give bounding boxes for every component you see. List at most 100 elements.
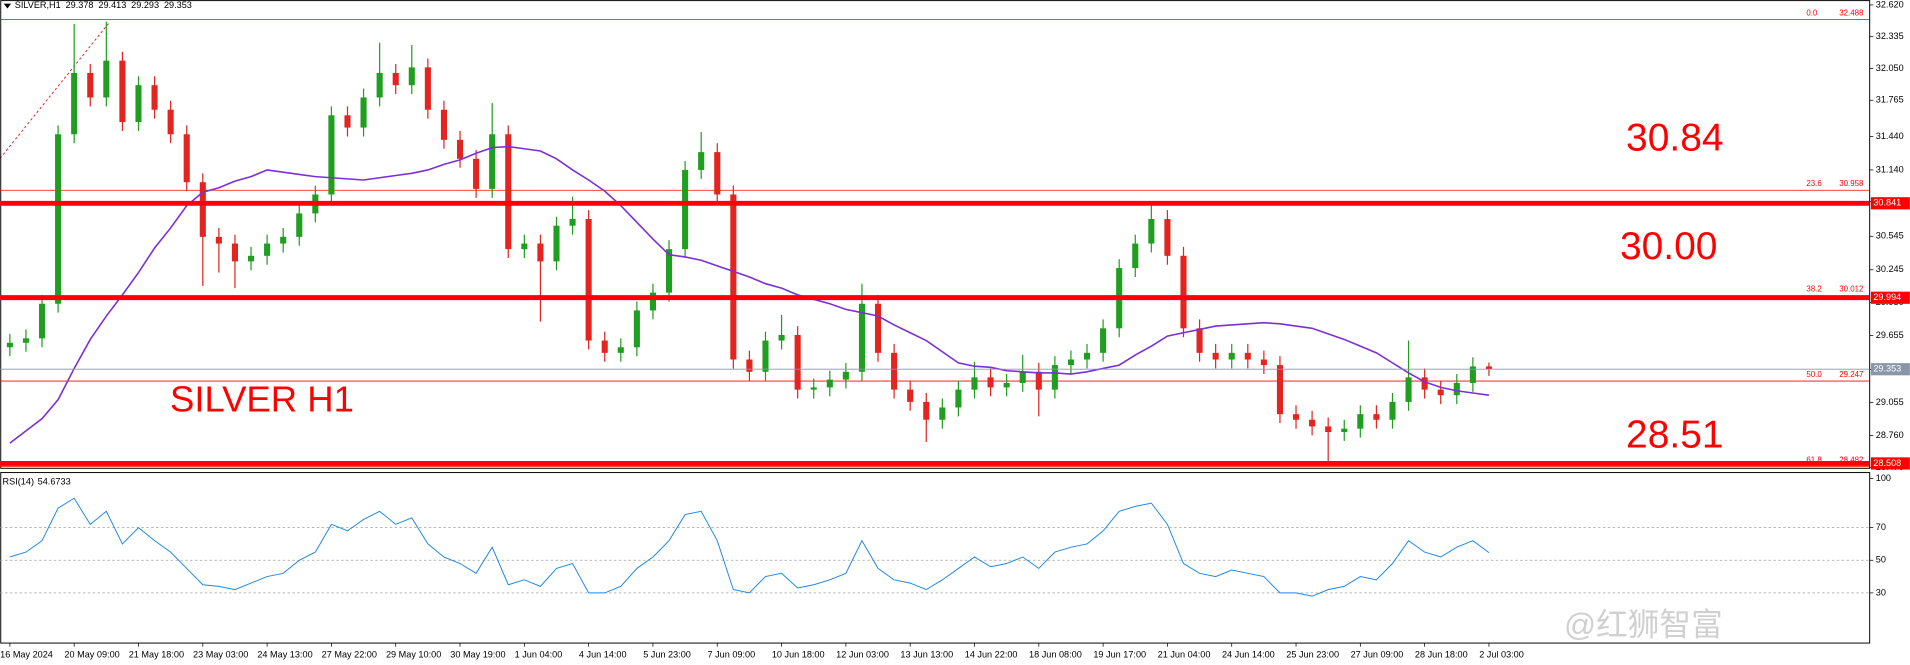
candle-body	[1212, 352, 1219, 360]
y-tick-label: 28.760	[1876, 430, 1904, 440]
y-tick-label: 30.545	[1876, 231, 1904, 241]
candle-body	[376, 72, 383, 98]
candle-body	[1276, 365, 1283, 415]
candle-body	[424, 67, 431, 110]
candle-body	[1260, 359, 1267, 366]
fib-level: 23.6	[1806, 179, 1822, 188]
fib-level: 61.8	[1806, 455, 1822, 464]
candle-body	[521, 243, 528, 250]
candle-body	[778, 334, 785, 341]
level-label: 29.994	[1873, 292, 1901, 302]
candle-body	[1357, 414, 1364, 429]
fib-level: 0.0	[1806, 9, 1818, 18]
candle-body	[1405, 377, 1412, 402]
candle-body	[71, 72, 78, 135]
y-tick-label: 32.335	[1876, 31, 1904, 41]
candle-body	[794, 334, 801, 390]
symbol: SILVER,H1	[15, 0, 61, 10]
candle-body	[247, 255, 255, 262]
x-tick-label: 10 Jun 18:00	[772, 650, 825, 660]
rsi-name: RSI(14)	[3, 477, 34, 487]
candle-body	[1309, 419, 1316, 427]
candle-body	[907, 389, 914, 402]
level-box	[1870, 457, 1910, 470]
level-box	[1870, 197, 1910, 210]
candle-body	[231, 243, 238, 262]
rsi-last: 54.6733	[38, 477, 71, 487]
candle-body	[280, 236, 287, 244]
y-tick-label: 31.140	[1876, 164, 1904, 174]
candle-body	[1453, 382, 1460, 396]
rsi-line	[9, 497, 1490, 597]
candle-body	[392, 72, 399, 86]
candle-body	[1132, 243, 1139, 269]
candle-body	[1228, 352, 1235, 360]
y-tick-label: 32.620	[1876, 0, 1904, 9]
x-tick-label: 13 Jun 13:00	[900, 650, 953, 660]
candle-body	[826, 379, 833, 388]
candle-body	[1437, 389, 1444, 396]
candle-body	[955, 389, 962, 408]
candle-body	[119, 60, 126, 122]
candle-body	[1180, 255, 1187, 329]
candle-body	[1196, 328, 1203, 353]
annotation: 30.00	[1620, 225, 1718, 268]
x-tick-label: 21 Jun 04:00	[1158, 650, 1211, 660]
rsi-panel	[0, 472, 1871, 644]
candle-body	[199, 182, 206, 237]
ohlc-low: 29.293	[131, 0, 159, 10]
candle-body	[923, 401, 930, 420]
x-tick-label: 24 May 13:00	[257, 650, 312, 660]
collapse-icon	[3, 3, 12, 9]
annotation: SILVER H1	[170, 379, 354, 420]
x-tick-label: 2 Jul 03:00	[1479, 650, 1524, 660]
x-tick-label: 29 May 10:00	[386, 650, 441, 660]
level-label: 30.841	[1873, 198, 1901, 208]
x-tick-label: 30 May 19:00	[450, 650, 505, 660]
candle-body	[22, 338, 29, 343]
candle-body	[1421, 377, 1428, 390]
candle-body	[617, 347, 624, 353]
candle-body	[858, 303, 865, 372]
candle-body	[1035, 371, 1042, 390]
candle-body	[440, 109, 447, 140]
candle-body	[971, 377, 978, 390]
x-tick-label: 12 Jun 03:00	[836, 650, 889, 660]
annotation: 30.84	[1626, 116, 1724, 159]
y-tick-label: 32.050	[1876, 63, 1904, 73]
candle-body	[810, 387, 817, 390]
x-tick-label: 27 May 22:00	[322, 650, 377, 660]
annotation: 28.51	[1626, 414, 1724, 457]
candle-body	[1373, 414, 1380, 420]
x-tick-label: 5 Jun 23:00	[643, 650, 691, 660]
x-tick-label: 24 Jun 14:00	[1222, 650, 1275, 660]
current-price-box	[1870, 363, 1910, 376]
candle-body	[1067, 359, 1074, 366]
rsi-title: RSI(14) 54.6733	[3, 477, 71, 487]
candle-body	[891, 352, 898, 390]
rsi-tick-label: 100	[1876, 473, 1891, 483]
chart-header: SILVER,H1 29.378 29.413 29.293 29.353	[15, 0, 192, 10]
candle-body	[1341, 428, 1348, 433]
candle-body	[1389, 401, 1396, 420]
candle-body	[360, 97, 367, 128]
candle-body	[987, 377, 994, 388]
candle-body	[135, 85, 142, 122]
candle-body	[698, 152, 705, 170]
y-tick-label: 31.765	[1876, 95, 1904, 105]
candle-body	[1164, 219, 1171, 256]
candle-body	[1485, 366, 1492, 370]
candle-body	[328, 115, 335, 195]
x-tick-label: 18 Jun 08:00	[1029, 650, 1082, 660]
x-tick-label: 16 May 2024	[0, 650, 53, 660]
candle-body	[103, 60, 110, 98]
fib-value: 29.247	[1839, 370, 1863, 379]
candle-body	[6, 342, 13, 348]
x-tick-label: 4 Jun 14:00	[579, 650, 627, 660]
x-tick-label: 20 May 09:00	[64, 650, 119, 660]
candle-body	[537, 243, 544, 262]
candle-body	[714, 152, 721, 195]
fib-value: 28.482	[1839, 455, 1863, 464]
